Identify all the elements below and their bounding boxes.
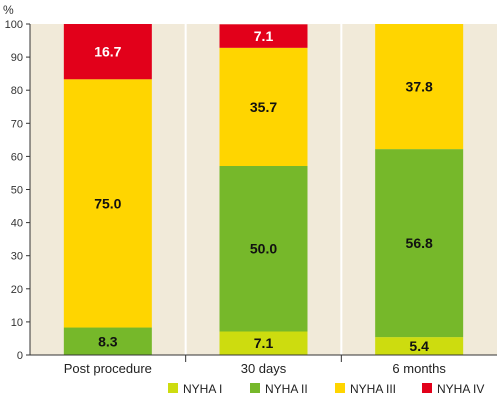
y-axis-tick-label: 80: [11, 85, 23, 97]
data-label: 37.8: [406, 79, 433, 95]
data-label: 5.4: [409, 338, 429, 354]
bar-segment-nyha-iv: [219, 24, 308, 48]
bar-segment-nyha-i: [375, 337, 464, 355]
legend-swatch: [250, 383, 260, 393]
legend: NYHA I NYHA II NYHA III NYHA IV: [168, 382, 484, 396]
data-label: 56.8: [406, 235, 433, 251]
category-bands: [184, 24, 343, 355]
legend-label: NYHA III: [350, 382, 396, 396]
data-label: 75.0: [94, 195, 121, 211]
legend-label: NYHA II: [265, 382, 308, 396]
bar-segment-nyha-iv: [63, 24, 152, 80]
y-axis-tick-label: 100: [5, 19, 23, 31]
axes: Post procedure 30 days 6 months 0 10 20 30 40 50…: [5, 19, 497, 376]
y-axis-unit-label: %: [3, 3, 14, 17]
bar-segment-nyha-i: [219, 331, 308, 355]
legend-label: NYHA IV: [437, 382, 484, 396]
bars: [63, 24, 464, 355]
bar-segment-nyha-iii: [63, 79, 152, 328]
y-axis-tick-label: 30: [11, 251, 23, 263]
bar-segment-nyha-ii: [375, 149, 464, 338]
bar-segment-nyha-ii: [219, 165, 308, 332]
data-label: 50.0: [250, 241, 277, 257]
data-label: 8.3: [98, 333, 118, 349]
x-axis-category-label: Post procedure: [64, 361, 152, 376]
y-axis-tick-label: 0: [17, 350, 23, 362]
y-axis-tick-label: 50: [11, 185, 23, 197]
x-axis-category-label: 6 months: [392, 361, 446, 376]
legend-label: NYHA I: [183, 382, 222, 396]
x-axis-category-label: 30 days: [241, 361, 287, 376]
data-label: 7.1: [254, 335, 274, 351]
legend-swatch: [335, 383, 345, 393]
y-axis-tick-label: 10: [11, 317, 23, 329]
bar-segment-nyha-ii: [63, 327, 152, 355]
bar-segment-nyha-iii: [375, 24, 464, 150]
y-axis-tick-label: 20: [11, 284, 23, 296]
data-label: 16.7: [94, 44, 121, 60]
y-axis-tick-label: 90: [11, 52, 23, 64]
data-labels: 8.3 75.0 16.7 7.1 50.0 35.7 7.1 5.4 56.8 37.8: [94, 28, 433, 354]
bar-segment-nyha-iii: [219, 47, 308, 166]
legend-swatch: [168, 383, 178, 393]
data-label: 7.1: [254, 28, 274, 44]
y-axis-tick-label: 70: [11, 118, 23, 130]
legend-swatch: [422, 383, 432, 393]
y-axis-tick-label: 60: [11, 151, 23, 163]
y-axis-tick-label: 40: [11, 218, 23, 230]
data-label: 35.7: [250, 99, 277, 115]
